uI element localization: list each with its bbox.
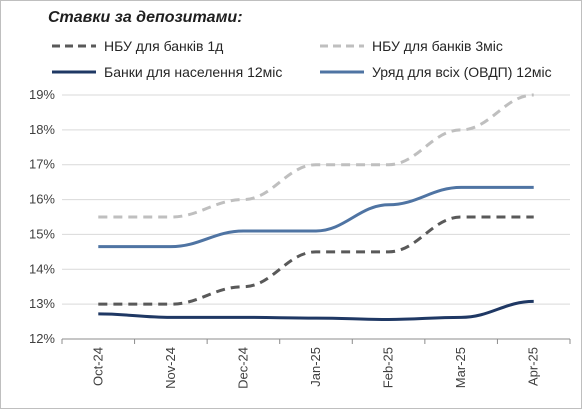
y-tick-label: 19% — [29, 87, 55, 102]
legend-entry-nbu-1d: НБУ для банків 1д — [52, 37, 223, 55]
x-tick-label: Feb-25 — [381, 347, 396, 388]
legend-label-nbu-3m: НБУ для банків 3міс — [372, 38, 503, 54]
x-tick-label: Oct-24 — [90, 347, 105, 386]
y-tick-label: 13% — [29, 296, 55, 311]
legend-swatch-banks-12m — [52, 70, 96, 74]
legend-label-ovdp-12m: Уряд для всіх (ОВДП) 12міс — [372, 64, 552, 80]
series-line-2 — [98, 299, 534, 321]
x-tick-label: Mar-25 — [453, 347, 468, 388]
legend-label-nbu-1d: НБУ для банків 1д — [104, 38, 224, 54]
y-tick-label: 18% — [29, 122, 55, 137]
series-line-3 — [98, 185, 534, 249]
legend-swatch-ovdp-12m — [320, 70, 364, 74]
x-tick-label: Jan-25 — [308, 347, 323, 387]
x-tick-label: Dec-24 — [235, 347, 250, 389]
legend-swatch-nbu-1d — [52, 44, 96, 48]
legend-entry-nbu-3m: НБУ для банків 3міс — [320, 37, 503, 55]
y-tick-label: 14% — [29, 261, 55, 276]
x-tick-label: Nov-24 — [163, 347, 178, 389]
y-tick-label: 17% — [29, 157, 55, 172]
series-line-1 — [98, 93, 534, 219]
legend-entry-banks-12m: Банки для населення 12міс — [52, 63, 282, 81]
x-tick-label: Apr-25 — [526, 347, 541, 386]
legend-label-banks-12m: Банки для населення 12міс — [104, 64, 283, 80]
y-tick-label: 12% — [29, 331, 55, 346]
legend-swatch-nbu-3m — [320, 44, 364, 48]
y-tick-label: 15% — [29, 226, 55, 241]
y-tick-label: 16% — [29, 192, 55, 207]
chart-title: Ставки за депозитами: — [48, 9, 243, 26]
series-line-0 — [98, 215, 534, 306]
legend-entry-ovdp-12m: Уряд для всіх (ОВДП) 12міс — [320, 63, 552, 81]
